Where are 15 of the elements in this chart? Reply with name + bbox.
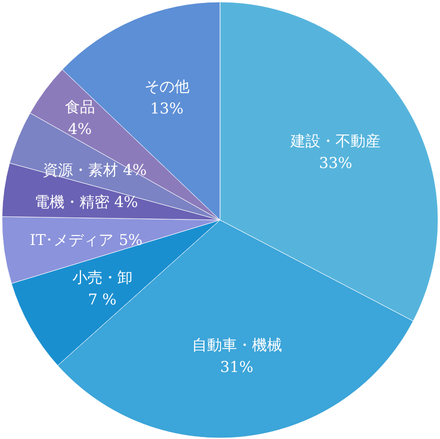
slice-label: 建設・不動産 <box>290 132 381 150</box>
data-label: 4% <box>68 120 92 138</box>
data-label: 31% <box>220 358 254 376</box>
slice-label: 食品 <box>64 98 95 116</box>
slice-label: 電機・精密 <box>34 193 110 212</box>
data-label: 33% <box>318 154 352 172</box>
slice-label: 小売・卸 <box>72 268 132 286</box>
slice-label: 自動車・機械 <box>192 336 282 354</box>
data-label: 4% <box>114 193 138 212</box>
data-label: 13% <box>150 100 184 118</box>
slice-label: 資源・素材 <box>43 160 118 179</box>
data-label: 5% <box>118 230 143 249</box>
slice-label: その他 <box>144 78 190 96</box>
slice-label: IT･メディア <box>30 230 114 249</box>
data-label: 7 % <box>88 290 117 308</box>
